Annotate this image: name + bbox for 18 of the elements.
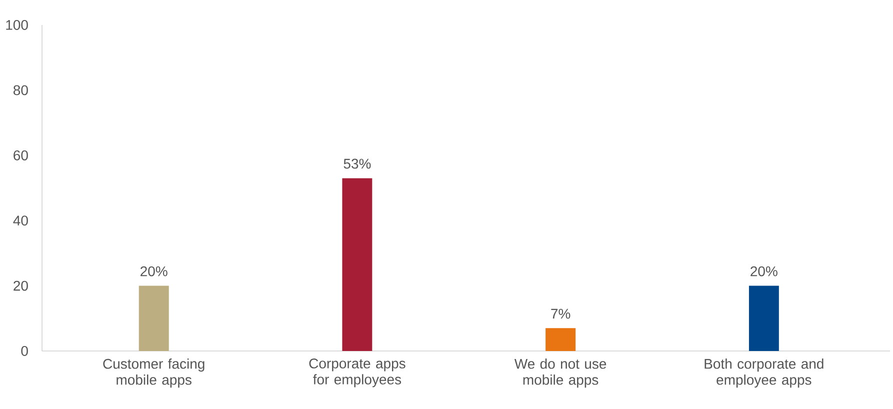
y-tick-label: 0 <box>21 346 28 356</box>
x-tick-label: We do not use mobile apps <box>514 358 606 388</box>
bar <box>342 178 372 351</box>
x-tick-label: Corporate apps for employees <box>309 358 406 388</box>
data-label: 7% <box>551 308 570 319</box>
bar <box>748 286 779 351</box>
data-label: 20% <box>140 266 168 276</box>
bar <box>138 286 169 351</box>
bar <box>546 328 576 351</box>
y-tick-label: 60 <box>14 150 28 160</box>
data-label: 53% <box>344 158 371 169</box>
y-tick-label: 100 <box>6 20 28 30</box>
y-tick-label: 80 <box>14 85 28 96</box>
y-tick-label: 20 <box>14 280 28 291</box>
data-label: 20% <box>750 266 778 276</box>
x-tick-label: Both corporate and employee apps <box>704 358 824 388</box>
y-tick-label: 40 <box>13 216 28 226</box>
x-tick-label: Customer facing mobile apps <box>103 358 204 388</box>
